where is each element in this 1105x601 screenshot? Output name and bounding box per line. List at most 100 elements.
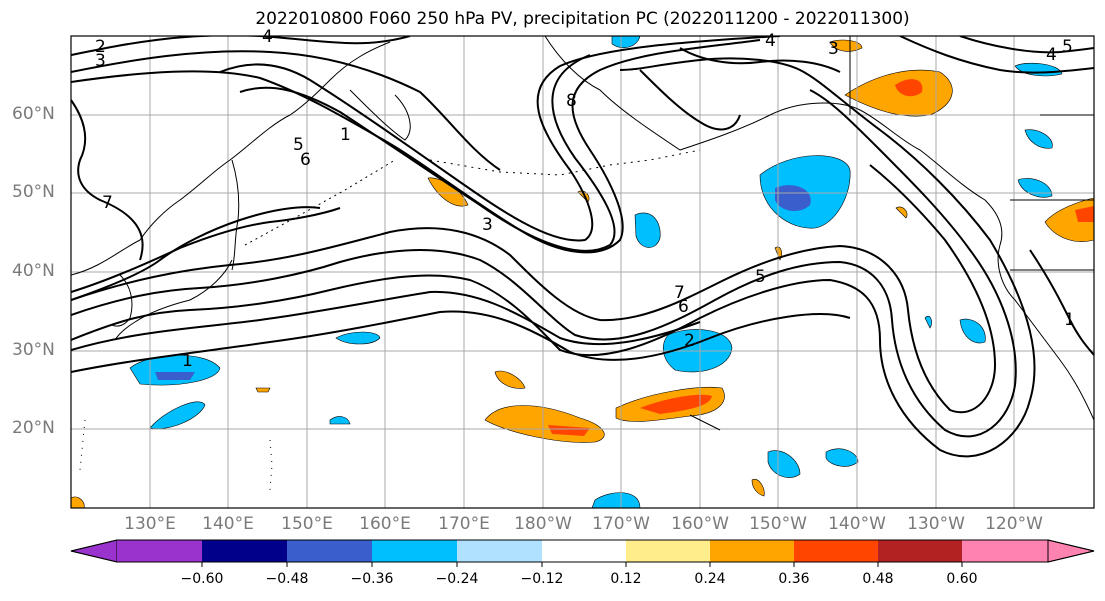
colorbar-ticks [201, 562, 963, 567]
pv-contour-label: 2 [95, 37, 106, 57]
lon-label-150e: 150°E [281, 514, 333, 534]
precip-negative-area [1017, 178, 1053, 198]
colorbar-outline [70, 539, 1095, 563]
precip-negative-area [1024, 129, 1053, 149]
pv-contour-label: 4 [262, 27, 273, 47]
colorbar-tick-label: −0.60 [180, 571, 224, 587]
colorbar-swatch [372, 540, 457, 562]
precip-positive-area [494, 370, 526, 389]
graticule [71, 36, 1094, 508]
colorbar-tick-label: 0.48 [862, 571, 894, 587]
colorbar-swatch [457, 540, 542, 562]
pv-contour-label: 6 [678, 297, 689, 317]
pv-contour-label: 5 [293, 135, 304, 155]
colorbar-tick-label: −0.36 [350, 571, 394, 587]
lon-label-170w: 170°W [592, 514, 650, 534]
pv-contour [71, 89, 1017, 438]
lon-label-170e: 170°E [438, 514, 490, 534]
colorbar-swatch [626, 540, 710, 562]
pv-contour [71, 207, 341, 293]
lat-label-20n: 20°N [12, 418, 55, 438]
precip-positive-area [895, 206, 908, 219]
colorbar-swatch [542, 540, 626, 562]
map-title: 2022010800 F060 250 hPa PV, precipitatio… [255, 9, 910, 29]
pv-contour [679, 47, 841, 73]
colorbar-tick-label: −0.48 [265, 571, 309, 587]
pv-contour [71, 50, 501, 171]
asia-coast [71, 41, 391, 276]
precip-negative-core [155, 372, 195, 380]
pv-contour-label: 1 [340, 125, 351, 145]
pv-contour [899, 36, 1094, 74]
pv-contour-label: 4 [1046, 45, 1057, 65]
lon-label-130e: 130°E [124, 514, 176, 534]
lat-label-30n: 30°N [12, 340, 55, 360]
lat-label-50n: 50°N [12, 182, 55, 202]
pv-contour [71, 310, 851, 373]
precip-positive-core [548, 425, 590, 436]
colorbar-tick-label: 0.60 [946, 571, 978, 587]
map-frame [70, 35, 1095, 509]
hawaii [689, 414, 721, 431]
korea [111, 274, 133, 327]
colorbar [70, 539, 1095, 567]
pv-contour [71, 36, 411, 56]
japan [114, 259, 233, 341]
kamchatka-coast [349, 89, 411, 141]
pv-contour-label: 4 [765, 31, 776, 51]
pv-contour-label: 7 [674, 283, 685, 303]
colorbar-extend-low [70, 539, 118, 563]
kuril-islands [244, 159, 396, 246]
precip-positive-area [71, 496, 85, 508]
precip-positive-core [895, 79, 923, 97]
lon-label-150w: 150°W [749, 514, 807, 534]
colorbar-tick-label: −0.12 [520, 571, 564, 587]
precip-negative-area [335, 331, 381, 345]
precip-positive-area [751, 478, 765, 497]
precip-negative-area [825, 448, 859, 467]
pv-contour-label: 5 [755, 267, 766, 287]
precip-shading [71, 36, 1094, 508]
colorbar-tick-label: 0.12 [610, 571, 642, 587]
pv-contour [71, 164, 997, 414]
pv-contour-label: 5 [1062, 37, 1073, 57]
pv-contour [1029, 249, 1094, 356]
pv-contour-label: 1 [1064, 310, 1075, 330]
lon-label-160e: 160°E [359, 514, 411, 534]
lon-label-140w: 140°W [828, 514, 886, 534]
precip-negative-area [767, 450, 801, 478]
pv-contours [71, 36, 1094, 458]
lat-label-40n: 40°N [12, 261, 55, 281]
colorbar-swatch [287, 540, 372, 562]
precip-negative-area [329, 416, 351, 425]
lon-label-180w: 180°W [514, 514, 572, 534]
north-america-border [849, 36, 1094, 271]
pv-contour [959, 36, 1094, 54]
lon-label-140e: 140°E [202, 514, 254, 534]
pv-contour [71, 99, 144, 261]
colorbar-tick-label: −0.24 [435, 571, 479, 587]
pv-contour [219, 36, 781, 242]
colorbar-tick-label: 0.24 [694, 571, 726, 587]
pv-contour-label: 3 [482, 215, 493, 235]
precip-negative-area [959, 318, 986, 344]
pv-contour [71, 290, 701, 351]
colorbar-swatch [962, 540, 1048, 562]
precip-positive-area [829, 39, 863, 52]
pv-contour-label: 3 [95, 51, 106, 71]
pv-contour [639, 69, 741, 131]
pv-contour-label: 7 [102, 193, 113, 213]
lon-label-160w: 160°W [671, 514, 729, 534]
precip-negative-core [775, 185, 811, 212]
colorbar-swatch [202, 540, 287, 562]
colorbar-swatch [878, 540, 962, 562]
colorbar-swatch [794, 540, 878, 562]
precip-negative-area [924, 315, 932, 329]
precip-negative-area [149, 401, 206, 429]
colorbar-swatch [117, 540, 202, 562]
pv-contour-label: 6 [300, 150, 311, 170]
precip-positive-area [255, 387, 271, 393]
pv-contour [71, 39, 761, 254]
precip-negative-area [634, 212, 661, 248]
